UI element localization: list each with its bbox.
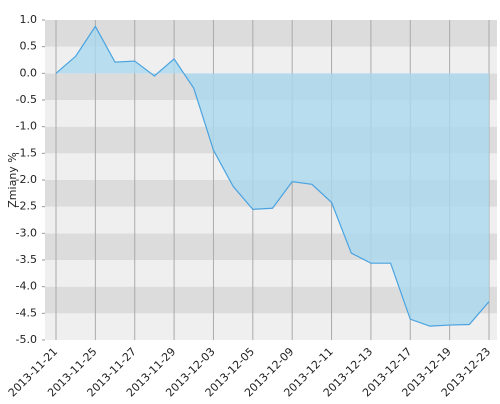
y-tick-label: 0.0 [20,66,38,79]
y-axis-title: Zmiany % [6,152,19,207]
line [55,25,490,327]
y-tick-label: -4.5 [16,306,37,319]
y-tick-label: -0.5 [16,93,37,106]
y-tick-label: -1.5 [16,146,37,159]
y-tick-label: -4.0 [16,280,37,293]
y-tick-label: -3.0 [16,226,37,239]
y-tick-label: 0.5 [20,40,38,53]
y-tick-label: -1.0 [16,120,37,133]
y-tick-label: -3.5 [16,253,37,266]
area-fill [56,26,489,327]
y-tick-label: -2.0 [16,173,37,186]
y-tick-label: 1.0 [20,13,38,26]
y-tick-label: -5.0 [16,333,37,346]
grid-band [45,20,497,47]
y-tick-label: -2.5 [16,200,37,213]
